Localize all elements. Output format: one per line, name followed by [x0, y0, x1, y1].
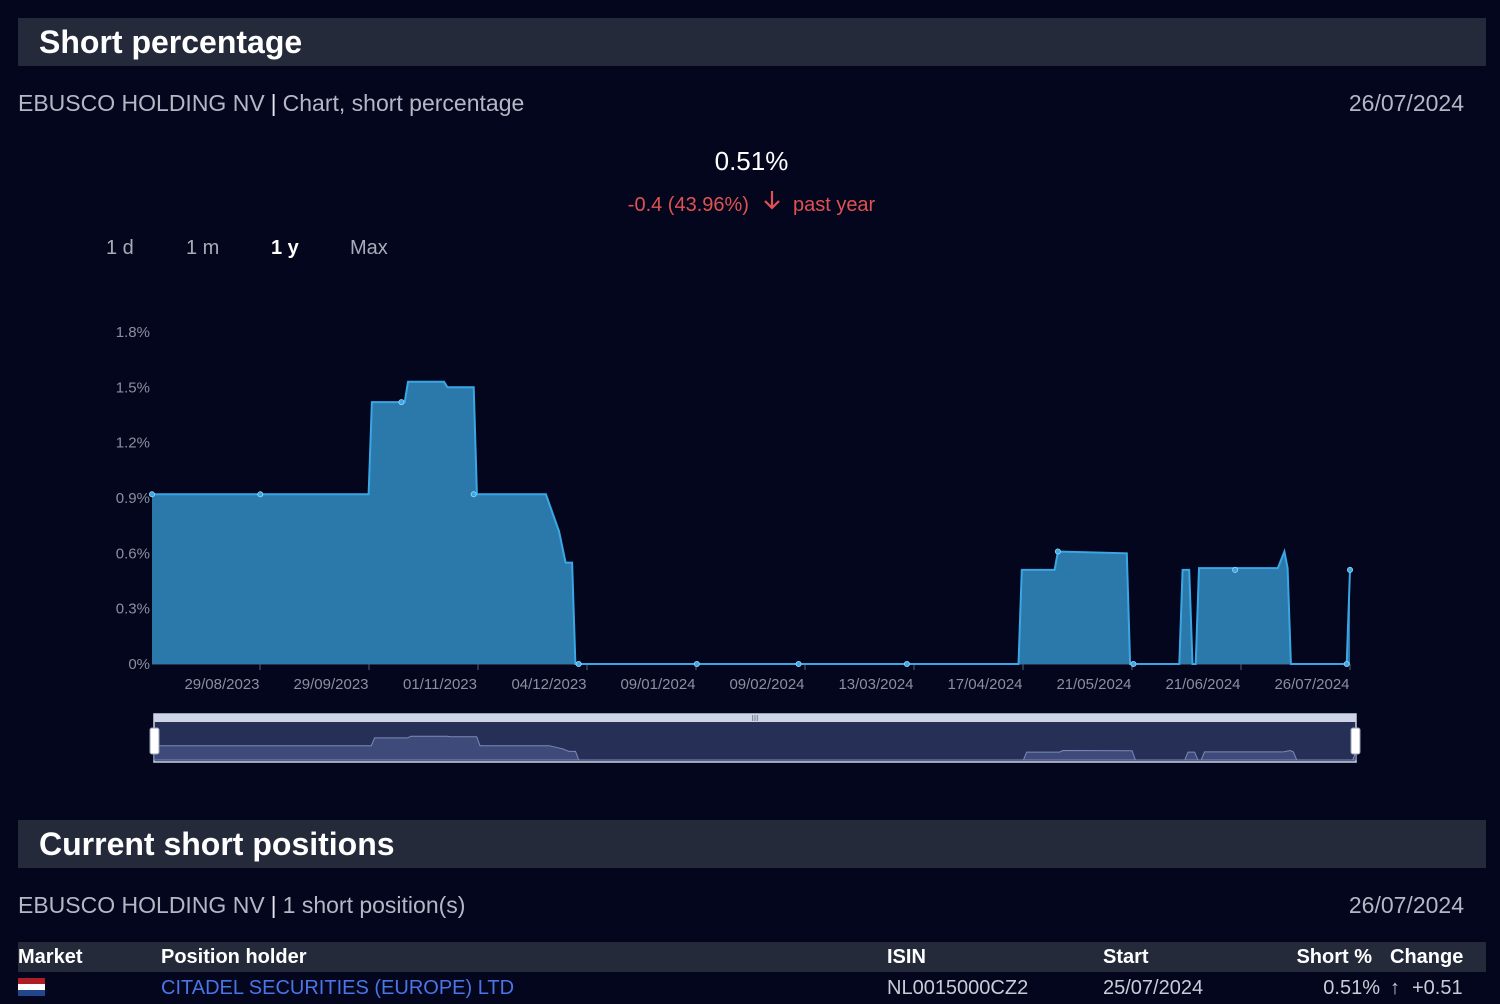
y-tick-label: 0.6% [116, 545, 150, 562]
data-point [257, 491, 264, 498]
short-percentage-header: Short percentage [18, 18, 1486, 66]
change-value: -0.4 (43.96%) [627, 194, 749, 216]
company-name: EBUSCO HOLDING NV [18, 90, 265, 116]
x-tick-label: 21/06/2024 [1165, 676, 1240, 693]
header-market[interactable]: Market [18, 942, 161, 972]
navigator-series [153, 735, 1357, 761]
header-isin[interactable]: ISIN [887, 942, 1103, 972]
data-point [148, 491, 155, 498]
current-positions-header: Current short positions [18, 820, 1486, 868]
change-period: past year [792, 194, 876, 216]
data-point [795, 660, 802, 667]
range-button-1y[interactable]: 1 y [271, 237, 299, 259]
x-tick-label: 29/08/2023 [184, 676, 259, 693]
y-tick-label: 0.9% [116, 490, 150, 507]
y-axis: 0% 0.3% 0.6% 0.9% 1.2% 1.5% 1.8% [116, 324, 150, 673]
data-point [1130, 660, 1137, 667]
isin-cell: NL0015000CZ2 [887, 977, 1029, 999]
y-tick-label: 1.8% [116, 324, 150, 341]
market-cell [18, 972, 161, 1004]
section-title: Current short positions [39, 826, 395, 862]
positions-subheading: EBUSCO HOLDING NV | 1 short position(s) [18, 892, 466, 918]
range-button-max[interactable]: Max [350, 237, 388, 259]
company-name: EBUSCO HOLDING NV [18, 892, 265, 918]
change-amount: +0.51 [1412, 977, 1463, 999]
y-tick-label: 0% [128, 656, 150, 673]
change-cell: ↑ +0.51 [1390, 972, 1486, 1004]
arrow-up-icon: ↑ [1390, 977, 1400, 999]
positions-date: 26/07/2024 [1348, 892, 1464, 918]
positions-count: 1 short position(s) [282, 892, 466, 918]
x-tick-label: 21/05/2024 [1056, 676, 1131, 693]
chart-subheading: EBUSCO HOLDING NV | Chart, short percentag… [18, 90, 525, 116]
short-pct-cell: 0.51% [1323, 977, 1380, 999]
header-short-pct[interactable]: Short % [1271, 942, 1390, 972]
y-tick-label: 1.5% [116, 379, 150, 396]
data-point [470, 491, 477, 498]
change-summary: -0.4 (43.96%) past year [0, 189, 1500, 217]
position-holder-link[interactable]: CITADEL SECURITIES (EUROPE) LTD [161, 977, 515, 999]
navigator-handle-left[interactable] [149, 727, 160, 755]
table-header-row: Market Position holder ISIN Start Short … [18, 942, 1486, 972]
x-tick-label: 26/07/2024 [1274, 676, 1349, 693]
x-axis: 29/08/2023 29/09/2023 01/11/2023 04/12/2023… [152, 663, 1351, 693]
header-start[interactable]: Start [1103, 942, 1271, 972]
x-tick-label: 01/11/2023 [403, 676, 477, 693]
x-tick-label: 17/04/2024 [947, 676, 1022, 693]
section-title: Short percentage [39, 24, 303, 60]
short-area [152, 381, 1350, 664]
x-tick-label: 09/02/2024 [729, 676, 804, 693]
table-row: CITADEL SECURITIES (EUROPE) LTD NL001500… [18, 972, 1486, 1004]
range-navigator[interactable]: III [149, 713, 1361, 763]
short-percentage-chart: 0%0.3%0.6%0.9%1.2%1.5%1.8% 29/08/2023 29/… [116, 324, 1361, 763]
header-holder[interactable]: Position holder [161, 942, 887, 972]
short-line [152, 380, 1351, 665]
x-tick-label: 09/01/2024 [620, 676, 695, 693]
data-point [1054, 548, 1061, 555]
navigator-scrollbar [154, 714, 1356, 722]
start-cell: 25/07/2024 [1103, 977, 1204, 999]
data-point [1347, 566, 1354, 573]
y-tick-label: 0.3% [116, 601, 150, 618]
x-tick-label: 13/03/2024 [838, 676, 913, 693]
current-short-value: 0.51% [714, 146, 789, 176]
range-button-1m[interactable]: 1 m [186, 237, 220, 259]
y-tick-label: 1.2% [116, 435, 150, 452]
data-point [903, 660, 910, 667]
x-tick-label: 29/09/2023 [293, 676, 368, 693]
data-point [693, 660, 700, 667]
data-point [1232, 566, 1239, 573]
chart-date: 26/07/2024 [1348, 90, 1464, 116]
arrow-down-icon [763, 189, 781, 217]
positions-table: Market Position holder ISIN Start Short … [18, 942, 1486, 1004]
navigator-handle-right[interactable] [1350, 727, 1361, 755]
x-tick-label: 04/12/2023 [511, 676, 586, 693]
navigator-grip-icon: III [752, 714, 759, 723]
netherlands-flag-icon [18, 977, 45, 996]
holder-cell: CITADEL SECURITIES (EUROPE) LTD [161, 972, 887, 1004]
chart-subtitle: Chart, short percentage [282, 90, 525, 116]
range-button-1d[interactable]: 1 d [106, 237, 134, 259]
header-change[interactable]: Change [1390, 942, 1486, 972]
data-markers [148, 399, 1354, 667]
data-point [398, 399, 405, 406]
data-point [575, 660, 582, 667]
data-point [1343, 660, 1350, 667]
